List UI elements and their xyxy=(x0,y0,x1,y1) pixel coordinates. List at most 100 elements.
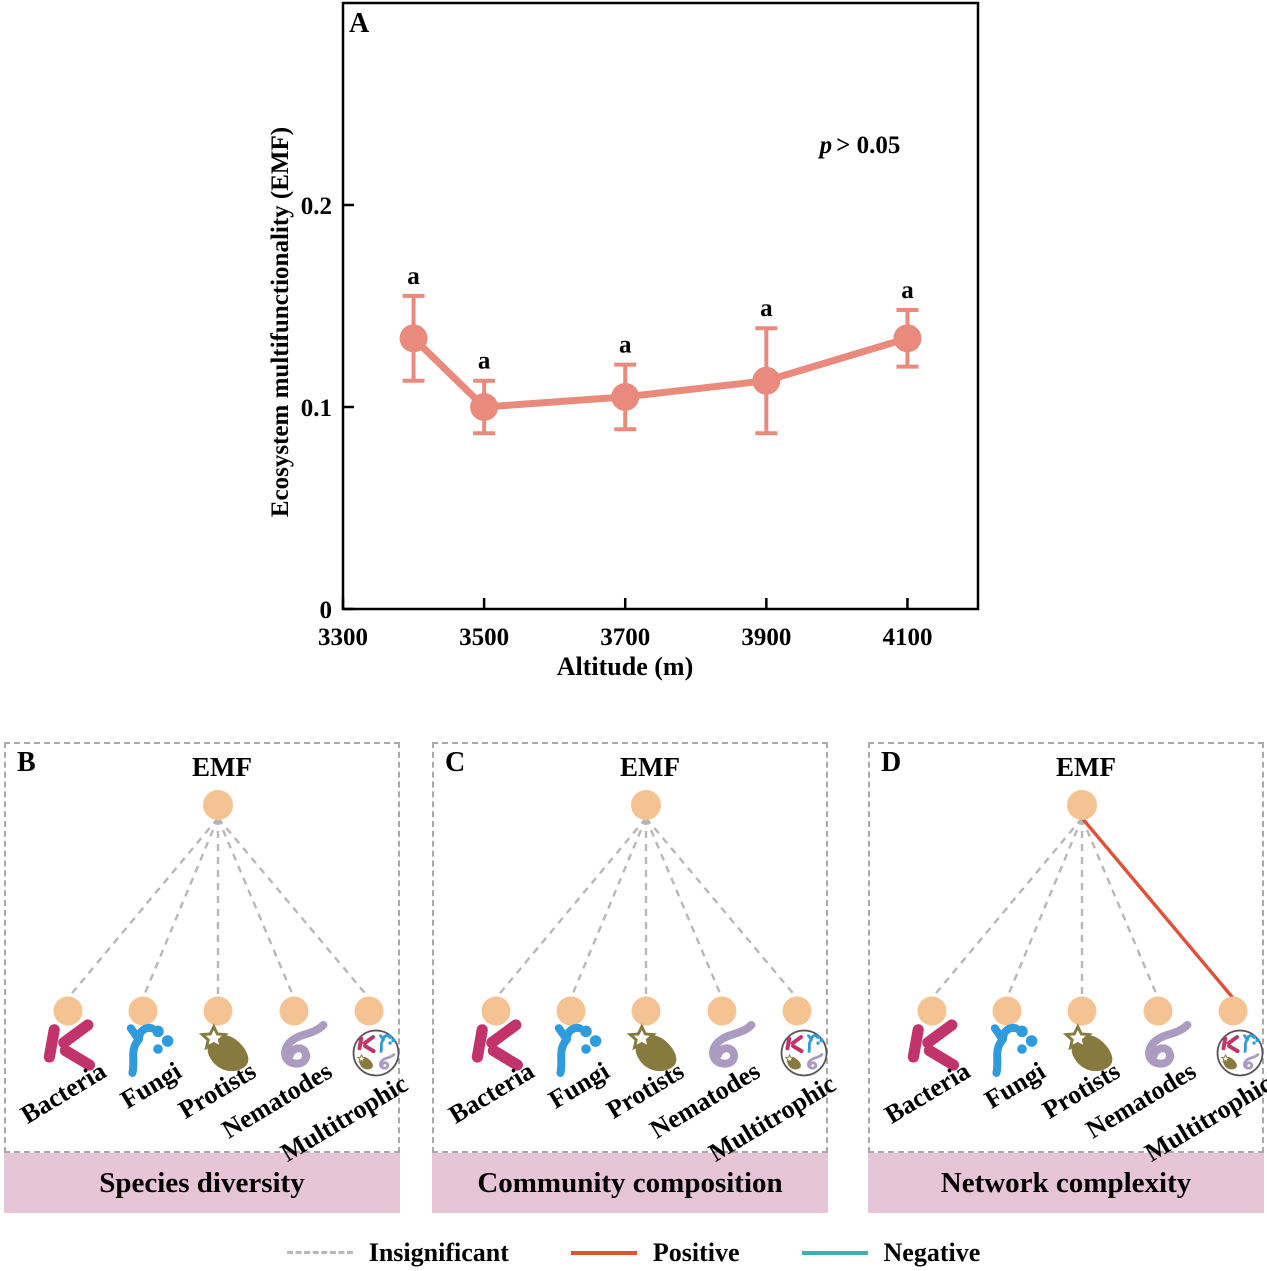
x-tick-label: 4100 xyxy=(882,624,932,651)
bacteria-icon xyxy=(43,1019,96,1071)
data-point xyxy=(399,324,428,353)
insignificant-line-sample xyxy=(286,1251,353,1254)
protists-icon xyxy=(1062,1023,1113,1072)
taxon-node-multitrophic xyxy=(354,996,384,1026)
x-tick-label: 3500 xyxy=(459,624,509,651)
taxon-node-multitrophic xyxy=(782,996,812,1026)
nematodes-icon xyxy=(281,1021,328,1068)
panel-a-letter: A xyxy=(349,8,370,39)
emf-altitude-chart: 0 0.1 0.2 3300 3500 3700 3900 4100 a a a a a xyxy=(301,1,980,651)
data-point xyxy=(752,366,781,395)
y-tick-label: 0 xyxy=(320,597,333,624)
panel-d-border xyxy=(868,742,1264,1153)
p-symbol: p xyxy=(819,132,833,159)
panel-b-border xyxy=(4,742,400,1153)
taxon-node-bacteria xyxy=(917,996,947,1026)
link-bacteria-insignificant xyxy=(495,817,647,999)
band-species-diversity: Species diversity xyxy=(4,1153,400,1213)
panel-c-border xyxy=(432,742,828,1153)
p-value-annotation: p > 0.05 xyxy=(820,132,901,160)
link-nematodes-insignificant xyxy=(1080,817,1160,999)
link-fungi-insignificant xyxy=(569,817,648,999)
taxon-node-fungi xyxy=(992,996,1022,1026)
legend-label-positive: Positive xyxy=(652,1237,740,1267)
relationship-panels-row: B EMF Bacteria Fungi Protists Nematodes Mult… xyxy=(0,742,1267,1217)
emf-node xyxy=(203,790,233,820)
y-tick-label: 0.1 xyxy=(301,395,332,422)
emf-hub-label: EMF xyxy=(1056,752,1116,782)
multitrophic-icon xyxy=(1216,1029,1264,1077)
taxon-node-nematodes xyxy=(1143,996,1173,1026)
nematodes-icon xyxy=(709,1021,756,1068)
multitrophic-icon xyxy=(780,1029,828,1077)
fungi-icon xyxy=(990,1023,1038,1078)
x-tick-label: 3900 xyxy=(741,624,791,651)
link-nematodes-insignificant xyxy=(216,817,296,999)
sig-letter: a xyxy=(619,332,632,359)
link-nematodes-insignificant xyxy=(644,817,724,999)
sig-letter: a xyxy=(478,348,491,375)
y-axis-label: Ecosystem multifunctionality (EMF) xyxy=(267,126,294,518)
x-axis-label: Altitude (m) xyxy=(556,652,694,681)
legend-item-insignificant: Insignificant xyxy=(286,1237,509,1268)
panel-b-species-diversity: B EMF Bacteria Fungi Protists Nematodes Mult… xyxy=(4,742,413,1215)
link-multitrophic-insignificant xyxy=(217,817,370,999)
taxon-node-fungi xyxy=(128,996,158,1026)
taxon-node-protists xyxy=(631,996,661,1026)
link-fungi-insignificant xyxy=(141,817,220,999)
multitrophic-icon xyxy=(352,1029,400,1077)
link-bacteria-insignificant xyxy=(931,817,1083,999)
link-bacteria-insignificant xyxy=(67,817,219,999)
taxon-node-protists xyxy=(1067,996,1097,1026)
band-community-composition: Community composition xyxy=(432,1153,828,1213)
link-multitrophic-positive xyxy=(1080,816,1235,1000)
sig-letter: a xyxy=(407,263,420,290)
data-point xyxy=(611,382,640,411)
fungi-icon xyxy=(126,1023,174,1078)
protists-icon xyxy=(198,1023,249,1072)
taxon-node-fungi xyxy=(556,996,586,1026)
y-tick-label: 0.2 xyxy=(301,193,332,220)
emf-hub-label: EMF xyxy=(192,752,252,782)
panel-d-letter: D xyxy=(881,747,902,778)
data-point xyxy=(470,393,499,421)
legend: Insignificant Positive Negative xyxy=(0,1234,1267,1271)
panel-c-community-composition: C EMF Bacteria Fungi Protists Nematodes Mult… xyxy=(432,742,841,1215)
data-point xyxy=(893,324,922,353)
x-tick-label: 3700 xyxy=(600,624,650,651)
fungi-icon xyxy=(554,1023,602,1078)
legend-label-negative: Negative xyxy=(883,1237,981,1267)
legend-item-negative: Negative xyxy=(801,1237,981,1268)
taxon-node-multitrophic xyxy=(1218,996,1248,1026)
plot-border xyxy=(341,1,980,611)
emf-node xyxy=(1067,790,1097,820)
legend-item-positive: Positive xyxy=(570,1237,740,1268)
bacteria-icon xyxy=(907,1019,960,1071)
panel-c-letter: C xyxy=(445,747,466,778)
panel-c-network xyxy=(471,790,828,1078)
x-tick-label: 3300 xyxy=(318,624,368,651)
protists-icon xyxy=(626,1023,677,1072)
sig-letter: a xyxy=(901,277,914,304)
panel-b-letter: B xyxy=(17,747,36,778)
p-value-text: > 0.05 xyxy=(836,132,901,159)
emf-hub-label: EMF xyxy=(620,752,680,782)
link-fungi-insignificant xyxy=(1005,817,1084,999)
band-network-complexity: Network complexity xyxy=(868,1153,1264,1213)
panel-d-network-complexity: D EMF Bacteria Fungi Protists Nematodes Mult… xyxy=(868,742,1267,1215)
link-multitrophic-insignificant xyxy=(645,817,798,999)
nematodes-icon xyxy=(1145,1021,1192,1068)
legend-label-insignificant: Insignificant xyxy=(368,1237,509,1267)
emf-node xyxy=(631,790,661,820)
sig-letter: a xyxy=(760,295,773,322)
panel-d-network xyxy=(907,790,1264,1078)
panel-b-network xyxy=(43,790,400,1078)
taxon-node-protists xyxy=(203,996,233,1026)
taxon-node-bacteria xyxy=(53,996,83,1026)
taxon-node-nematodes xyxy=(279,996,309,1026)
positive-line-sample xyxy=(570,1250,637,1255)
bacteria-icon xyxy=(471,1019,524,1071)
panel-a-emf-vs-altitude: 0 0.1 0.2 3300 3500 3700 3900 4100 a a a a a Ecosyst… xyxy=(267,1,980,681)
taxon-node-nematodes xyxy=(707,996,737,1026)
